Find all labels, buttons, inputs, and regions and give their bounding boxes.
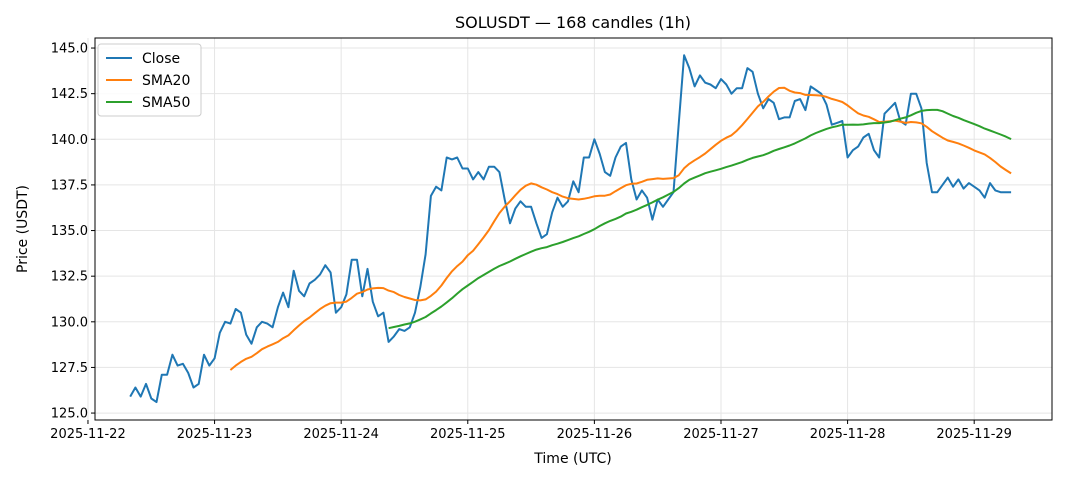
y-tick-label: 142.5 xyxy=(51,87,88,102)
legend-label: SMA50 xyxy=(142,95,190,111)
legend-label: SMA20 xyxy=(142,73,190,89)
x-tick-label: 2025-11-26 xyxy=(557,427,633,442)
plot-frame xyxy=(94,37,1053,421)
x-tick-label: 2025-11-23 xyxy=(177,427,253,442)
grid xyxy=(87,38,1052,420)
y-tick-label: 135.0 xyxy=(51,224,88,239)
y-tick-label: 125.0 xyxy=(51,407,88,422)
x-axis: 2025-11-22 2025-11-23 2025-11-24 2025-11-25… xyxy=(50,420,1012,442)
y-axis-label: Price (USDT) xyxy=(15,185,31,273)
y-tick-label: 137.5 xyxy=(51,178,88,193)
x-tick-label: 2025-11-27 xyxy=(683,427,759,442)
x-axis-label: Time (UTC) xyxy=(533,451,611,467)
x-tick-label: 2025-11-24 xyxy=(303,427,379,442)
y-tick-label: 145.0 xyxy=(51,42,88,57)
y-tick-label: 127.5 xyxy=(51,361,88,376)
chart-title: SOLUSDT — 168 candles (1h) xyxy=(455,13,691,32)
series-lines xyxy=(129,54,1012,404)
legend: Close SMA20 SMA50 xyxy=(97,43,202,117)
legend-box xyxy=(97,43,202,117)
series-line-close xyxy=(129,54,1012,404)
x-tick-label: 2025-11-29 xyxy=(936,427,1012,442)
x-tick-label: 2025-11-25 xyxy=(430,427,506,442)
legend-label: Close xyxy=(142,51,180,67)
x-tick-label: 2025-11-22 xyxy=(50,427,126,442)
y-tick-label: 140.0 xyxy=(51,133,88,148)
series-line-sma50 xyxy=(388,108,1012,330)
y-tick-label: 132.5 xyxy=(51,270,88,285)
x-tick-label: 2025-11-28 xyxy=(810,427,886,442)
y-tick-label: 130.0 xyxy=(51,315,88,330)
series-line-sma20 xyxy=(229,86,1012,371)
y-axis: 125.0 127.5 130.0 132.5 135.0 137.5 140.0 142.5… xyxy=(51,42,95,422)
